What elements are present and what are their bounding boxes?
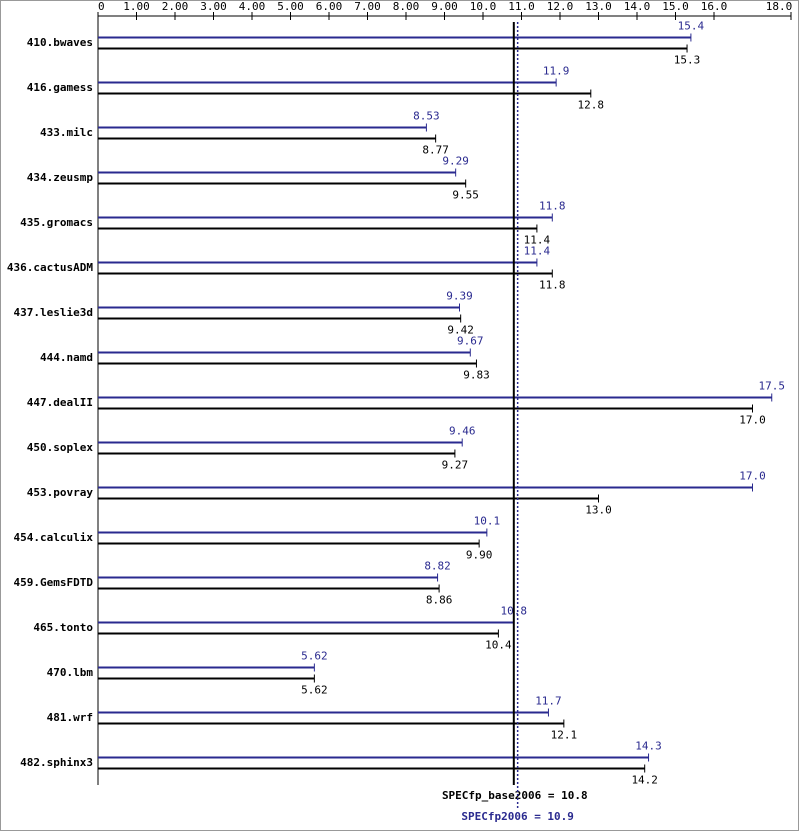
category-label: 453.povray — [27, 486, 94, 499]
value-label: 9.90 — [466, 549, 493, 562]
category-label: 465.tonto — [33, 621, 93, 634]
category-label: 470.lbm — [47, 666, 94, 679]
x-tick-label: 13.0 — [585, 0, 612, 13]
category-label: 436.cactusADM — [7, 261, 93, 274]
value-label: 8.53 — [413, 110, 440, 123]
category-label: 435.gromacs — [20, 216, 93, 229]
category-label: 482.sphinx3 — [20, 756, 93, 769]
category-label: 410.bwaves — [27, 36, 93, 49]
x-tick-label: 11.0 — [508, 0, 535, 13]
category-label: 454.calculix — [14, 531, 94, 544]
x-tick-label: 18.0 — [766, 0, 793, 13]
value-label: 17.0 — [739, 470, 766, 483]
value-label: 5.62 — [301, 684, 328, 697]
value-label: 11.7 — [535, 695, 562, 708]
value-label: 11.8 — [539, 200, 566, 213]
value-label: 9.27 — [442, 459, 469, 472]
value-label: 12.8 — [578, 99, 605, 112]
value-label: 17.0 — [739, 414, 766, 427]
value-label: 9.83 — [463, 369, 490, 382]
x-tick-label: 12.0 — [547, 0, 574, 13]
value-label: 9.39 — [446, 290, 473, 303]
value-label: 11.8 — [539, 279, 566, 292]
value-label: 10.1 — [474, 515, 501, 528]
category-label: 459.GemsFDTD — [14, 576, 94, 589]
value-label: 5.62 — [301, 650, 328, 663]
value-label: 11.9 — [543, 65, 570, 78]
x-tick-label: 16.0 — [701, 0, 728, 13]
category-label: 481.wrf — [47, 711, 93, 724]
value-label: 8.86 — [426, 594, 453, 607]
reference-label: SPECfp2006 = 10.9 — [461, 810, 574, 823]
value-label: 12.1 — [551, 729, 578, 742]
value-label: 11.4 — [524, 234, 551, 247]
value-label: 9.46 — [449, 425, 476, 438]
value-label: 13.0 — [585, 504, 612, 517]
category-label: 444.namd — [40, 351, 93, 364]
category-label: 450.soplex — [27, 441, 94, 454]
category-label: 433.milc — [40, 126, 93, 139]
value-label: 14.3 — [635, 740, 662, 753]
x-tick-label: 6.00 — [316, 0, 343, 13]
x-tick-label: 5.00 — [277, 0, 304, 13]
x-tick-label: 3.00 — [200, 0, 227, 13]
x-tick-label: 8.00 — [393, 0, 420, 13]
value-label: 8.82 — [424, 560, 451, 573]
category-label: 437.leslie3d — [14, 306, 93, 319]
value-label: 8.77 — [422, 144, 449, 157]
value-label: 9.42 — [447, 324, 474, 337]
x-tick-label: 2.00 — [162, 0, 189, 13]
x-tick-label: 15.0 — [662, 0, 689, 13]
x-tick-label: 4.00 — [239, 0, 266, 13]
value-label: 15.3 — [674, 54, 701, 67]
x-tick-label: 1.00 — [123, 0, 150, 13]
value-label: 10.4 — [485, 639, 512, 652]
x-tick-label: 10.0 — [470, 0, 497, 13]
category-label: 447.dealII — [27, 396, 93, 409]
value-label: 9.67 — [457, 335, 484, 348]
x-tick-label: 14.0 — [624, 0, 651, 13]
value-label: 9.55 — [452, 189, 479, 202]
value-label: 14.2 — [631, 774, 658, 787]
category-label: 416.gamess — [27, 81, 93, 94]
reference-label: SPECfp_base2006 = 10.8 — [442, 789, 588, 802]
category-label: 434.zeusmp — [27, 171, 94, 184]
value-label: 11.4 — [524, 245, 551, 258]
x-tick-label: 0 — [98, 0, 105, 13]
value-label: 9.29 — [442, 155, 469, 168]
value-label: 15.4 — [678, 20, 705, 33]
value-label: 17.5 — [759, 380, 786, 393]
x-tick-label: 9.00 — [431, 0, 458, 13]
x-tick-label: 7.00 — [354, 0, 381, 13]
